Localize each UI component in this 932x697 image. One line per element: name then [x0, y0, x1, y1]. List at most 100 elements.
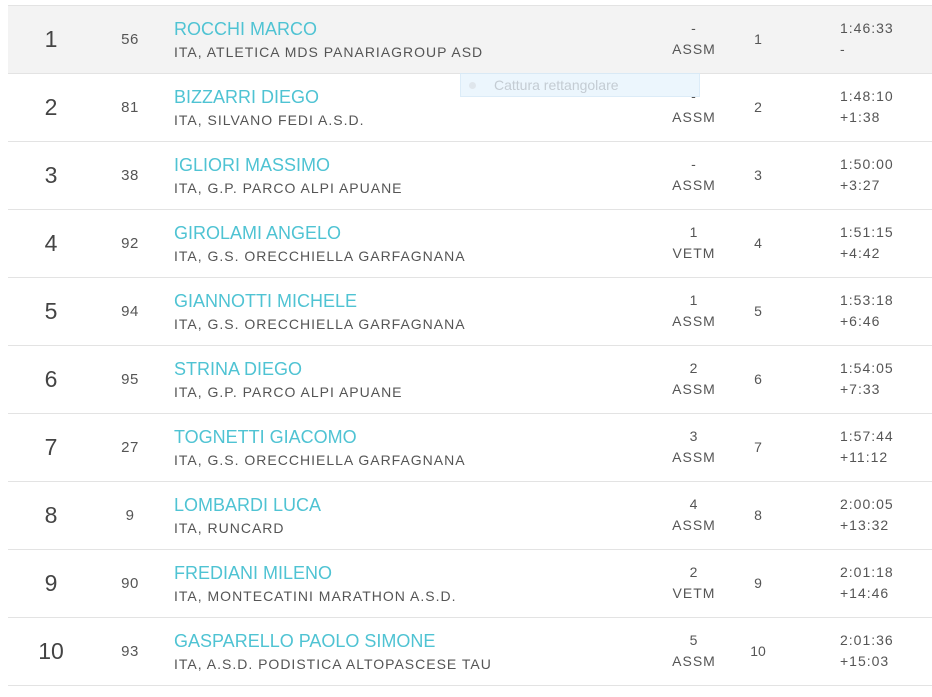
athlete-info: IGLIORI MASSIMO ITA, G.P. PARCO ALPI APU… — [174, 154, 634, 197]
time-info: 1:48:10 +1:38 — [840, 86, 930, 127]
result-row-9[interactable]: 9 90 FREDIANI MILENO ITA, MONTECATINI MA… — [8, 550, 932, 618]
time-info: 1:50:00 +3:27 — [840, 154, 930, 195]
result-row-4[interactable]: 4 92 GIROLAMI ANGELO ITA, G.S. ORECCHIEL… — [8, 210, 932, 278]
result-row-10[interactable]: 10 93 GASPARELLO PAOLO SIMONE ITA, A.S.D… — [8, 618, 932, 686]
bib-number: 95 — [121, 371, 139, 388]
category-position: - — [691, 20, 697, 36]
bib-number: 94 — [121, 303, 139, 320]
time-info: 1:51:15 +4:42 — [840, 222, 930, 263]
time-info: 1:53:18 +6:46 — [840, 290, 930, 331]
finish-time: 2:01:18 — [840, 564, 894, 580]
athlete-info: GASPARELLO PAOLO SIMONE ITA, A.S.D. PODI… — [174, 630, 634, 673]
overall-position: 1 — [44, 26, 58, 52]
result-row-3[interactable]: 3 38 IGLIORI MASSIMO ITA, G.P. PARCO ALP… — [8, 142, 932, 210]
time-gap: +14:46 — [840, 585, 890, 601]
category-info: 4 ASSM — [658, 494, 730, 535]
athlete-name-link[interactable]: TOGNETTI GIACOMO — [174, 427, 357, 447]
result-row-2[interactable]: 2 81 BIZZARRI DIEGO ITA, SILVANO FEDI A.… — [8, 74, 932, 142]
category-name: ASSM — [672, 313, 716, 329]
athlete-name-link[interactable]: STRINA DIEGO — [174, 359, 303, 379]
gender-position: 7 — [754, 439, 762, 455]
time-info: 1:57:44 +11:12 — [840, 426, 930, 467]
bib-number: 27 — [121, 439, 139, 456]
category-position: - — [691, 88, 697, 104]
athlete-info: GIROLAMI ANGELO ITA, G.S. ORECCHIELLA GA… — [174, 222, 634, 265]
overall-position: 10 — [38, 638, 64, 664]
athlete-name-link[interactable]: IGLIORI MASSIMO — [174, 155, 331, 175]
athlete-name-link[interactable]: BIZZARRI DIEGO — [174, 87, 320, 107]
category-info: - ASSM — [658, 154, 730, 195]
bib-number: 9 — [125, 507, 135, 524]
time-gap: +13:32 — [840, 517, 890, 533]
category-position: 4 — [689, 496, 699, 512]
category-info: 2 VETM — [658, 562, 730, 603]
athlete-info: TOGNETTI GIACOMO ITA, G.S. ORECCHIELLA G… — [174, 426, 634, 469]
category-info: - ASSM — [658, 86, 730, 127]
athlete-club: ITA, G.P. PARCO ALPI APUANE — [174, 180, 403, 196]
result-row-7[interactable]: 7 27 TOGNETTI GIACOMO ITA, G.S. ORECCHIE… — [8, 414, 932, 482]
athlete-info: BIZZARRI DIEGO ITA, SILVANO FEDI A.S.D. — [174, 86, 634, 129]
result-row-1[interactable]: 1 56 ROCCHI MARCO ITA, ATLETICA MDS PANA… — [8, 6, 932, 74]
category-name: ASSM — [672, 653, 716, 669]
time-gap: - — [840, 41, 846, 57]
bib-number: 90 — [121, 575, 139, 592]
athlete-name-link[interactable]: LOMBARDI LUCA — [174, 495, 322, 515]
category-name: ASSM — [672, 517, 716, 533]
category-position: 5 — [689, 632, 699, 648]
gender-position: 1 — [754, 31, 762, 47]
athlete-info: ROCCHI MARCO ITA, ATLETICA MDS PANARIAGR… — [174, 18, 634, 61]
finish-time: 1:53:18 — [840, 292, 894, 308]
gender-position: 5 — [754, 303, 762, 319]
bib-number: 92 — [121, 235, 139, 252]
category-name: ASSM — [672, 381, 716, 397]
time-info: 2:00:05 +13:32 — [840, 494, 930, 535]
finish-time: 1:57:44 — [840, 428, 894, 444]
result-row-5[interactable]: 5 94 GIANNOTTI MICHELE ITA, G.S. ORECCHI… — [8, 278, 932, 346]
overall-position: 7 — [44, 434, 58, 460]
category-info: 2 ASSM — [658, 358, 730, 399]
athlete-club: ITA, G.S. ORECCHIELLA GARFAGNANA — [174, 316, 466, 332]
category-name: ASSM — [672, 109, 716, 125]
athlete-name-link[interactable]: FREDIANI MILENO — [174, 563, 333, 583]
gender-position: 8 — [754, 507, 762, 523]
athlete-club: ITA, RUNCARD — [174, 520, 285, 536]
athlete-club: ITA, A.S.D. PODISTICA ALTOPASCESE TAU — [174, 656, 492, 672]
finish-time: 1:46:33 — [840, 20, 894, 36]
time-gap: +1:38 — [840, 109, 881, 125]
bib-number: 93 — [121, 643, 139, 660]
athlete-name-link[interactable]: ROCCHI MARCO — [174, 19, 317, 39]
athlete-name-link[interactable]: GASPARELLO PAOLO SIMONE — [174, 631, 436, 651]
athlete-name-link[interactable]: GIROLAMI ANGELO — [174, 223, 342, 243]
overall-position: 8 — [44, 502, 58, 528]
athlete-club: ITA, SILVANO FEDI A.S.D. — [174, 112, 365, 128]
overall-position: 2 — [44, 94, 58, 120]
time-info: 1:54:05 +7:33 — [840, 358, 930, 399]
athlete-info: GIANNOTTI MICHELE ITA, G.S. ORECCHIELLA … — [174, 290, 634, 333]
overall-position: 9 — [44, 570, 58, 596]
bib-number: 81 — [121, 99, 139, 116]
finish-time: 2:01:36 — [840, 632, 894, 648]
overall-position: 5 — [44, 298, 58, 324]
athlete-name-link[interactable]: GIANNOTTI MICHELE — [174, 291, 358, 311]
time-gap: +11:12 — [840, 449, 889, 465]
athlete-club: ITA, ATLETICA MDS PANARIAGROUP ASD — [174, 44, 484, 60]
time-gap: +7:33 — [840, 381, 881, 397]
category-position: 3 — [689, 428, 699, 444]
time-info: 1:46:33 - — [840, 18, 930, 59]
bib-number: 38 — [121, 167, 139, 184]
gender-position: 2 — [754, 99, 762, 115]
results-table: 1 56 ROCCHI MARCO ITA, ATLETICA MDS PANA… — [8, 5, 932, 686]
category-info: - ASSM — [658, 18, 730, 59]
category-name: ASSM — [672, 177, 716, 193]
finish-time: 1:51:15 — [840, 224, 894, 240]
gender-position: 9 — [754, 575, 762, 591]
bib-number: 56 — [121, 31, 139, 48]
gender-position: 3 — [754, 167, 762, 183]
time-gap: +4:42 — [840, 245, 881, 261]
category-name: ASSM — [672, 41, 716, 57]
overall-position: 6 — [44, 366, 58, 392]
gender-position: 4 — [754, 235, 762, 251]
result-row-6[interactable]: 6 95 STRINA DIEGO ITA, G.P. PARCO ALPI A… — [8, 346, 932, 414]
athlete-club: ITA, G.P. PARCO ALPI APUANE — [174, 384, 403, 400]
result-row-8[interactable]: 8 9 LOMBARDI LUCA ITA, RUNCARD 4 ASSM 8 … — [8, 482, 932, 550]
